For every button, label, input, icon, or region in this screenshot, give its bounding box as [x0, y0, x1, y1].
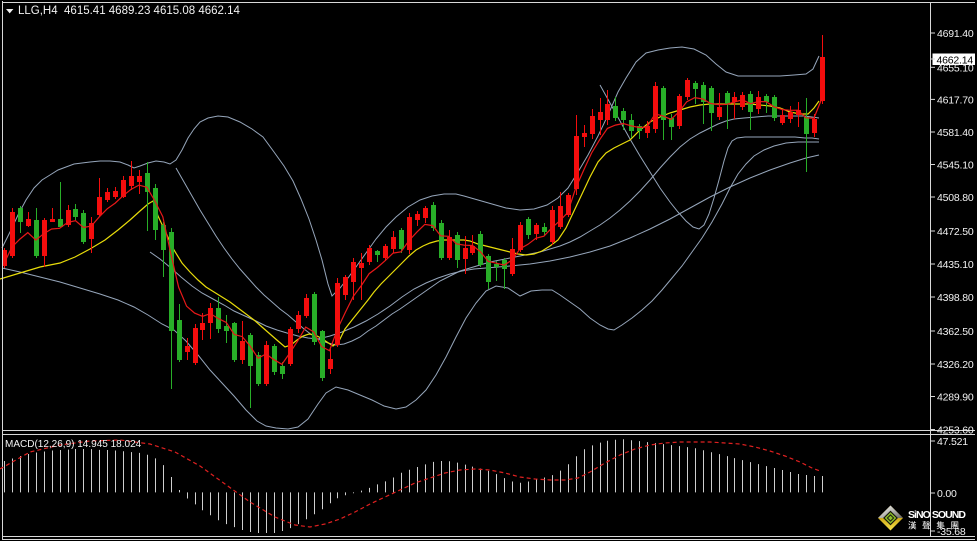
- svg-text:4662.14: 4662.14: [937, 55, 974, 67]
- svg-text:MACD(12,26,9) 14.945 18.024: MACD(12,26,9) 14.945 18.024: [5, 439, 142, 450]
- svg-text:0.00: 0.00: [937, 488, 957, 500]
- svg-text:漢聲集團: 漢聲集團: [908, 521, 959, 531]
- svg-text:4545.10: 4545.10: [937, 160, 974, 172]
- svg-text:4617.70: 4617.70: [937, 94, 974, 106]
- svg-text:4326.20: 4326.20: [937, 359, 974, 371]
- svg-text:4691.40: 4691.40: [937, 28, 974, 40]
- svg-text:SiNO SOUND: SiNO SOUND: [908, 509, 966, 521]
- svg-text:4398.80: 4398.80: [937, 292, 974, 304]
- svg-text:4581.40: 4581.40: [937, 127, 974, 139]
- svg-text:4472.50: 4472.50: [937, 226, 974, 238]
- svg-text:47.521: 47.521: [937, 436, 968, 448]
- svg-text:4508.80: 4508.80: [937, 192, 974, 204]
- svg-text:4362.50: 4362.50: [937, 326, 974, 338]
- svg-text:4253.60: 4253.60: [937, 425, 974, 437]
- svg-text:4435.10: 4435.10: [937, 259, 974, 271]
- svg-text:4655.10: 4655.10: [937, 62, 974, 74]
- svg-text:-35.68: -35.68: [937, 526, 966, 538]
- svg-text:4289.90: 4289.90: [937, 392, 974, 404]
- svg-text:LLG,H4 4615.41 4689.23 4615.0: LLG,H4 4615.41 4689.23 4615.08 4662.14: [18, 5, 240, 17]
